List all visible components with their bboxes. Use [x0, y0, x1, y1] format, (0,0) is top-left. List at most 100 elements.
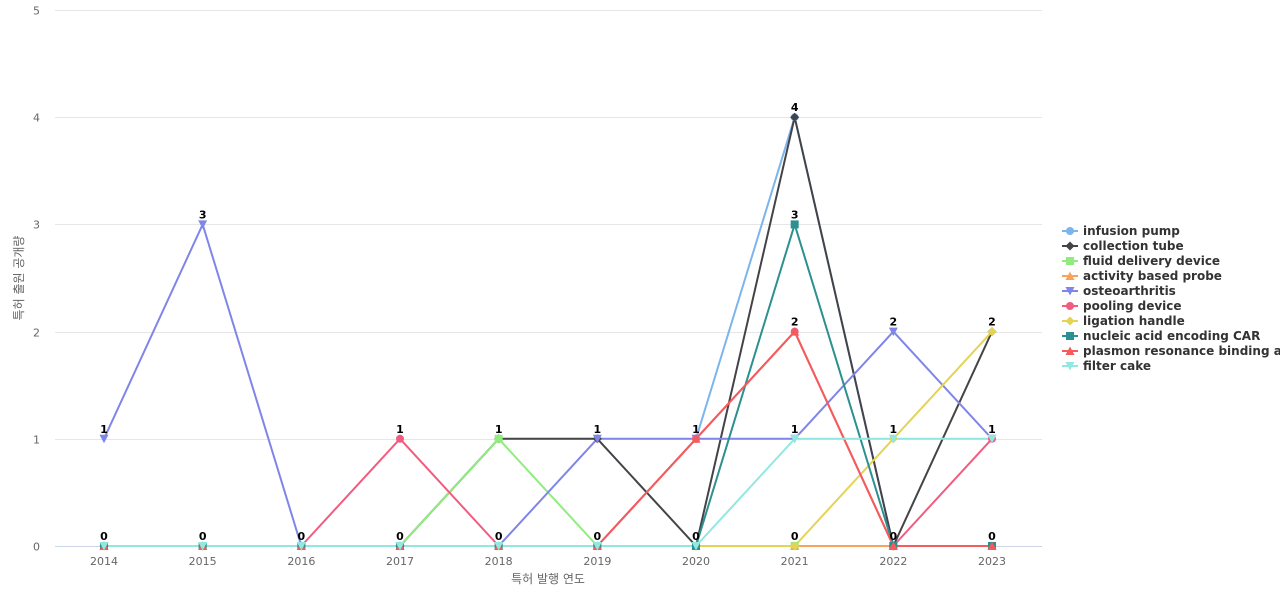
y-tick-label: 4	[33, 112, 40, 125]
data-label: 2	[890, 316, 898, 329]
series-line[interactable]	[103, 223, 993, 547]
data-point	[395, 542, 405, 551]
data-point	[494, 434, 503, 443]
series-line[interactable]	[103, 223, 993, 547]
data-point	[987, 327, 997, 337]
x-tick-label: 2023	[978, 555, 1006, 568]
legend-marker	[1065, 362, 1075, 371]
legend-item[interactable]: ligation handle	[1062, 314, 1185, 328]
legend-label: filter cake	[1083, 359, 1151, 373]
data-point	[987, 541, 997, 550]
legend-label: nucleic acid encoding CAR	[1083, 329, 1260, 343]
legend-label: fluid delivery device	[1083, 254, 1220, 268]
data-label: 1	[988, 423, 996, 436]
data-label: 2	[791, 316, 799, 329]
data-point	[198, 220, 208, 229]
x-tick-label: 2016	[287, 555, 315, 568]
y-axis-ticks: 0 1 2 3 4 5	[33, 5, 40, 554]
data-point	[987, 434, 997, 444]
data-label: 1	[396, 423, 404, 436]
legend-marker	[1065, 241, 1075, 251]
x-axis-title: 특허 발행 연도	[511, 571, 585, 586]
series-line[interactable]	[103, 437, 993, 547]
series-lines	[103, 116, 993, 547]
data-label: 1	[495, 423, 503, 436]
data-point	[494, 542, 504, 551]
data-point	[888, 541, 898, 550]
legend-label: ligation handle	[1083, 314, 1185, 328]
legend-marker	[1065, 346, 1075, 355]
data-point	[790, 220, 799, 229]
legend-marker	[1066, 332, 1074, 340]
legend-label: infusion pump	[1083, 224, 1180, 238]
legend-item[interactable]: filter cake	[1062, 359, 1151, 373]
y-tick-label: 0	[33, 541, 40, 554]
y-tick-label: 5	[33, 5, 40, 18]
data-point	[790, 112, 800, 122]
x-tick-label: 2019	[583, 555, 611, 568]
legend-item[interactable]: infusion pump	[1062, 224, 1180, 238]
legend-item[interactable]: activity based probe	[1062, 269, 1222, 283]
legend-item[interactable]: pooling device	[1062, 299, 1182, 313]
data-point	[888, 434, 898, 444]
y-tick-label: 2	[33, 327, 40, 340]
legend-item[interactable]: nucleic acid encoding CAR	[1062, 329, 1260, 343]
series-line[interactable]	[103, 116, 993, 547]
x-tick-label: 2018	[485, 555, 513, 568]
data-label: 0	[495, 530, 503, 543]
data-point	[592, 434, 602, 444]
x-tick-label: 2014	[90, 555, 118, 568]
data-point	[691, 434, 701, 443]
x-tick-label: 2017	[386, 555, 414, 568]
series-markers	[99, 112, 997, 551]
data-label: 0	[594, 530, 602, 543]
data-label: 0	[298, 530, 306, 543]
data-label: 1	[791, 423, 799, 436]
data-label: 0	[199, 530, 207, 543]
data-point	[790, 327, 800, 336]
legend-label: osteoarthritis	[1083, 284, 1176, 298]
x-tick-label: 2020	[682, 555, 710, 568]
legend-item[interactable]: osteoarthritis	[1062, 284, 1176, 298]
data-point	[296, 542, 306, 551]
data-label: 3	[791, 208, 799, 221]
y-axis-title: 특허 출원 공개량	[12, 236, 26, 321]
legend-item[interactable]: fluid delivery device	[1062, 254, 1220, 268]
data-point	[790, 541, 800, 551]
data-label: 1	[692, 423, 700, 436]
legend-label: activity based probe	[1083, 269, 1222, 283]
data-label: 4	[791, 101, 799, 114]
data-label: 1	[890, 423, 898, 436]
legend-item[interactable]: collection tube	[1062, 239, 1184, 253]
legend-marker	[1065, 287, 1075, 296]
data-point	[888, 327, 898, 337]
data-point	[592, 542, 602, 551]
legend-item[interactable]: plasmon resonance binding a...	[1062, 344, 1280, 358]
data-label: 0	[100, 530, 108, 543]
data-label: 2	[988, 316, 996, 329]
data-label: 0	[692, 530, 700, 543]
x-tick-label: 2021	[781, 555, 809, 568]
data-label: 1	[594, 423, 602, 436]
legend-label: plasmon resonance binding a...	[1083, 344, 1280, 358]
legend-marker	[1065, 316, 1075, 326]
data-label: 0	[396, 530, 404, 543]
data-label: 0	[890, 530, 898, 543]
y-tick-label: 1	[33, 434, 40, 447]
data-label: 3	[199, 208, 207, 221]
data-point	[691, 542, 701, 551]
legend-marker	[1065, 271, 1075, 280]
data-point	[99, 542, 109, 551]
x-tick-label: 2015	[189, 555, 217, 568]
legend-marker	[1066, 302, 1074, 310]
data-point	[99, 434, 109, 444]
data-label: 0	[791, 530, 799, 543]
series-line[interactable]	[103, 116, 993, 547]
data-label: 0	[988, 530, 996, 543]
y-tick-label: 3	[33, 219, 40, 232]
data-point	[396, 434, 404, 443]
legend-marker	[1066, 227, 1074, 235]
